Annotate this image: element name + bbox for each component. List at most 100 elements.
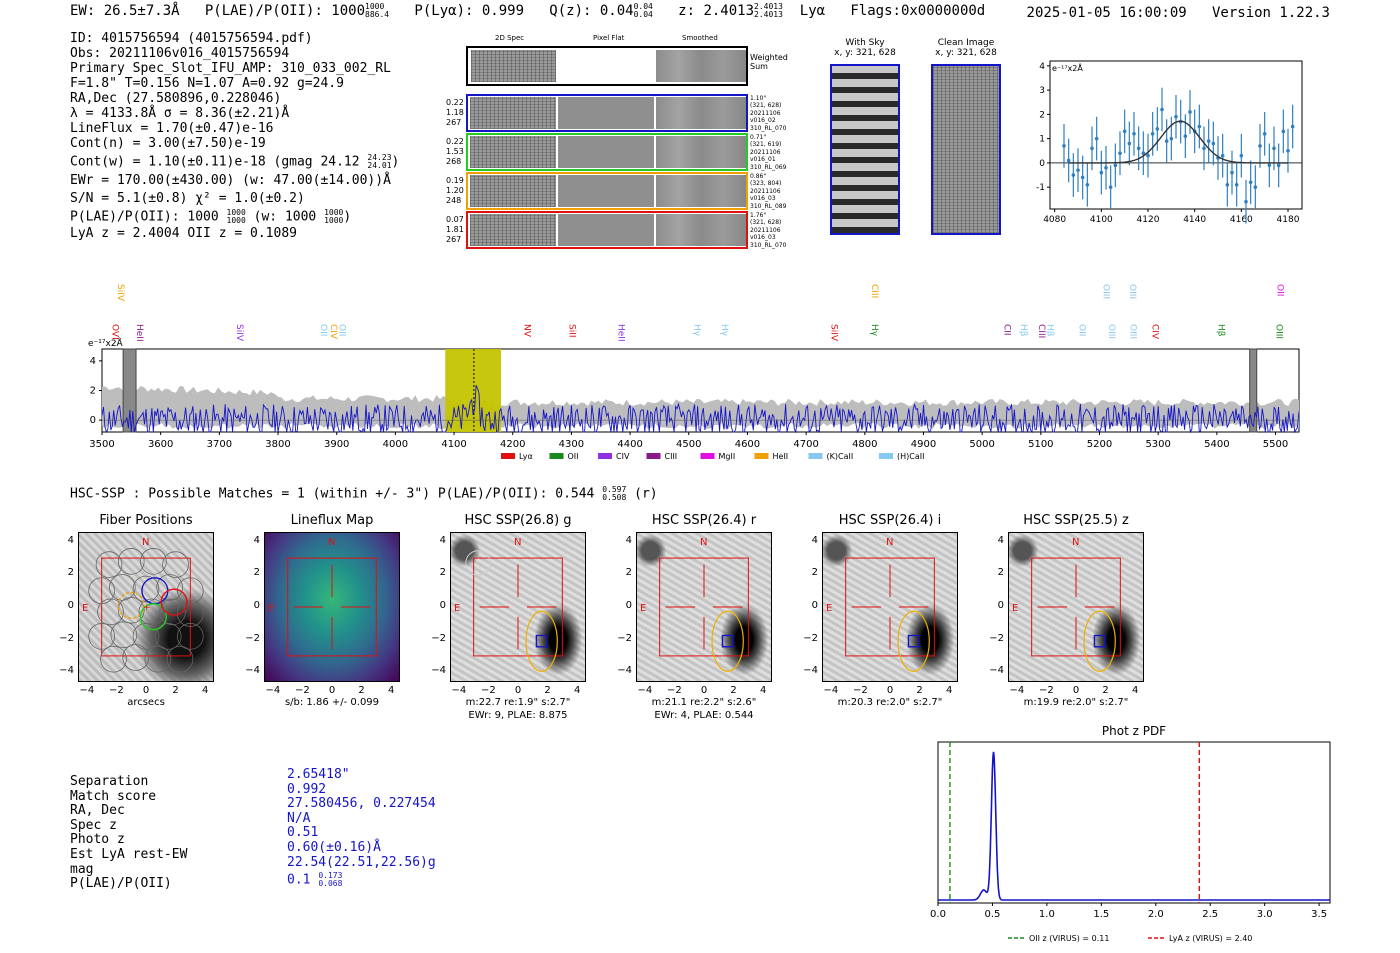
x-tick-label: 2 (358, 685, 365, 696)
header-right: 2025-01-05 16:00:09 Version 1.22.3 (1027, 5, 1330, 21)
cutout-flat (558, 175, 654, 207)
y-tick-label: 4 (253, 534, 260, 546)
hsc-panel-caption: m:22.7 re:1.9" s:2.7" (465, 697, 571, 708)
hsc-header-hi: 0.597 (602, 485, 627, 494)
y-tick-label: 2 (811, 567, 818, 579)
match-values: 2.65418" 0.992 27.580456, 0.227454 N/A 0… (287, 767, 436, 888)
cutout-stat: 0.07 (446, 215, 464, 224)
east-label: E (268, 603, 274, 614)
cutout-info: 0.86" (750, 173, 767, 180)
clean-image (931, 64, 1001, 235)
col-label-smooth: Smoothed (682, 34, 718, 42)
match-value: N/A (287, 810, 311, 826)
legend-label: Lyα (519, 452, 533, 461)
data-point (1253, 185, 1258, 189)
data-point (1094, 136, 1099, 141)
search-box (1031, 557, 1121, 657)
data-point (1225, 182, 1230, 187)
hsc-panel-caption: arcsecs (127, 697, 165, 708)
match-marker (1093, 634, 1106, 648)
x-tick-label: 5000 (969, 439, 994, 450)
x-tick-label: −4 (451, 685, 467, 696)
cutout-stat: 1.53 (446, 147, 464, 156)
data-point (1174, 115, 1178, 119)
legend-label: MgII (719, 452, 736, 461)
x-tick-label: −2 (109, 685, 124, 696)
match-label: P(LAE)/P(OII) (70, 876, 172, 892)
fiber-secondary (139, 603, 168, 631)
plae2-w-hi: 1000 (324, 208, 344, 217)
header-z-lo: 2.4013 (754, 10, 783, 19)
match-marker (535, 634, 548, 648)
data-point (1141, 151, 1146, 155)
cutout-row (466, 172, 748, 210)
match-ellipse (711, 610, 744, 672)
fiber-circle (140, 548, 167, 575)
cutout-flat (558, 136, 654, 168)
x-tick-label: 1.5 (1093, 909, 1109, 920)
y-tick-label: 4 (1039, 62, 1045, 72)
x-tick-label: 4200 (500, 439, 525, 450)
data-point (1127, 141, 1132, 146)
data-point (1113, 163, 1118, 168)
cutout-2d (470, 97, 556, 129)
y-tick-label: −4 (803, 665, 818, 677)
info-line: Obs: 20211106v016_4015756594 (70, 46, 290, 61)
x-tick-label: −4 (79, 685, 95, 696)
y-axis-label: e⁻¹⁷x2Å (1052, 62, 1083, 73)
hsc-panel-title: HSC SSP(26.4) i (838, 513, 942, 528)
hsc-panel-caption: EWr: 4, PLAE: 0.544 (654, 710, 754, 721)
cutout-info: 310_RL_070 (750, 241, 787, 249)
x-tick-label: 4 (201, 685, 209, 696)
line-marker: OII (318, 324, 328, 336)
info-line: ID: 4015756594 (4015756594.pdf) (70, 31, 313, 46)
data-point (1146, 153, 1150, 158)
y-tick-label: 2 (439, 567, 446, 579)
data-point (1262, 131, 1267, 136)
zoom-spectrum-chart: -1 0 1 2 3 4 4080 4100 4120 4140 4160 4180 e⁻¹⁷x2Å (1036, 60, 1303, 225)
fiber-primary (141, 577, 169, 605)
x-tick-label: 5100 (1028, 439, 1053, 450)
header-z: z: 2.4013 (678, 3, 755, 19)
legend-label: CIII (665, 452, 678, 461)
match-label: Est LyA rest-EW (70, 846, 188, 862)
cutout-right-info: 1.76" (321, 628) 20211106 v016_03 310_RL_070 (750, 212, 786, 249)
cutout-right-info: 1.10" (321, 628) 20211106 v016_02 310_RL_070 (750, 95, 786, 132)
with-sky-title-text: With Sky (845, 38, 885, 48)
x-tick-label: −2 (481, 685, 496, 696)
data-point (1272, 146, 1276, 151)
x-tick-label: 4120 (1137, 215, 1160, 225)
match-value: 27.580456, 0.227454 (287, 796, 436, 812)
cutout-left-stats: 0.19 1.20 248 (446, 176, 464, 206)
hsc-header: HSC-SSP : Possible Matches = 1 (within +… (70, 486, 658, 502)
cutout-2d (470, 175, 556, 207)
x-tick-label: −2 (853, 685, 868, 696)
north-label: N (886, 537, 893, 548)
line-marker: CIII (869, 284, 879, 298)
match-plae: 0.1 0.173 0.068 (287, 872, 436, 888)
x-tick-label: 2 (172, 685, 179, 696)
info-line: EWr = 170.00(±430.00) (w: 47.00(±14.00))… (70, 173, 391, 188)
match-value: 0.60(±0.16)Å (287, 839, 381, 855)
line-marker: SiIV (828, 324, 838, 342)
cutout-stat: 268 (446, 157, 462, 166)
plae2-hi: 1000 (226, 208, 246, 217)
info-line: Primary Spec_Slot_IFU_AMP: 310_033_002_R… (70, 61, 391, 76)
with-sky-sub: x, y: 321, 628 (834, 48, 896, 58)
line-window (445, 349, 501, 432)
legend-swatch (549, 453, 564, 459)
fiber-circle (132, 575, 160, 603)
data-point (1066, 158, 1071, 163)
data-point (1085, 182, 1090, 187)
legend-swatch (501, 453, 515, 459)
data-point (1211, 141, 1216, 146)
data-point (1062, 144, 1066, 148)
fiber-circle (100, 645, 127, 673)
cutout-right-info: 0.86" (323, 804) 20211106 v016_03 310_RL_089 (750, 173, 786, 210)
legend-swatch (646, 453, 661, 459)
cutout-info: 310_RL_069 (750, 163, 787, 171)
cutout-info: 310_RL_070 (750, 124, 787, 132)
line-marker: SiIV (115, 284, 125, 302)
contw-lo: 24.01 (367, 161, 392, 170)
x-tick-label: −4 (637, 685, 653, 696)
